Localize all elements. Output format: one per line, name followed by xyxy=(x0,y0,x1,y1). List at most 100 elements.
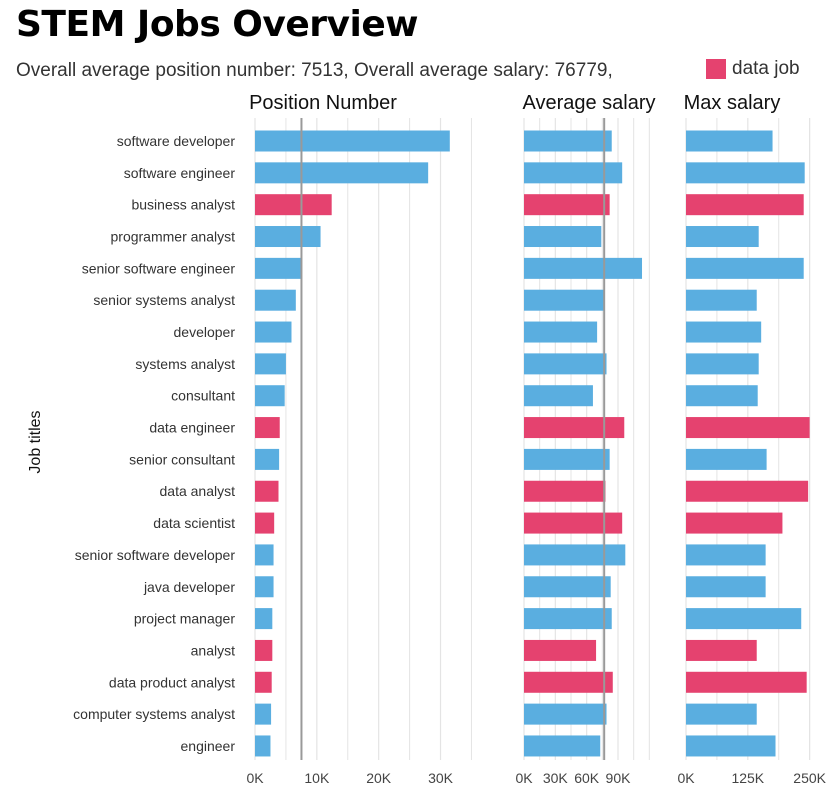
bar-position-number-consultant xyxy=(255,385,285,407)
bar-max-salary-project-manager xyxy=(686,608,802,630)
category-label-analyst: analyst xyxy=(191,642,235,658)
bar-position-number-engineer xyxy=(255,735,271,757)
tick-label-max-salary-1: 125K xyxy=(731,770,764,786)
category-label-data-product-analyst: data product analyst xyxy=(109,674,235,690)
bar-max-salary-java-developer xyxy=(686,576,766,598)
category-label-software-developer: software developer xyxy=(117,133,236,149)
bar-average-salary-analyst xyxy=(524,639,597,661)
bar-average-salary-software-developer xyxy=(524,130,612,152)
bar-position-number-senior-consultant xyxy=(255,448,280,470)
bar-position-number-senior-systems-analyst xyxy=(255,289,296,311)
tick-label-position-number-1: 10K xyxy=(304,770,330,786)
panel-title-position-number: Position Number xyxy=(249,92,397,114)
bar-position-number-software-engineer xyxy=(255,162,429,184)
bar-average-salary-senior-software-engineer xyxy=(524,257,643,279)
bar-position-number-senior-software-engineer xyxy=(255,257,301,279)
legend-label-data-job: data job xyxy=(732,58,800,79)
tick-label-position-number-2: 20K xyxy=(366,770,392,786)
y-axis-label: Job titles xyxy=(27,410,44,473)
category-label-java-developer: java developer xyxy=(143,579,235,595)
category-label-data-scientist: data scientist xyxy=(153,515,235,531)
tick-label-position-number-0: 0K xyxy=(246,770,264,786)
category-label-project-manager: project manager xyxy=(134,611,236,627)
bar-position-number-programmer-analyst xyxy=(255,226,321,248)
bar-position-number-business-analyst xyxy=(255,194,332,216)
category-label-data-engineer: data engineer xyxy=(149,420,235,436)
bar-average-salary-developer xyxy=(524,321,598,343)
tick-label-average-salary-1: 30K xyxy=(543,770,569,786)
bar-average-salary-project-manager xyxy=(524,608,612,630)
bar-position-number-systems-analyst xyxy=(255,353,286,375)
tick-label-max-salary-2: 250K xyxy=(793,770,826,786)
bar-average-salary-data-product-analyst xyxy=(524,671,613,693)
panel-title-average-salary: Average salary xyxy=(522,92,655,114)
bar-average-salary-systems-analyst xyxy=(524,353,607,375)
bar-max-salary-programmer-analyst xyxy=(686,226,759,248)
tick-label-average-salary-2: 60K xyxy=(574,770,600,786)
bar-max-salary-developer xyxy=(686,321,762,343)
category-label-systems-analyst: systems analyst xyxy=(135,356,235,372)
category-label-senior-consultant: senior consultant xyxy=(129,451,235,467)
bar-position-number-analyst xyxy=(255,639,273,661)
bar-max-salary-software-developer xyxy=(686,130,773,152)
category-label-developer: developer xyxy=(174,324,236,340)
legend: data job xyxy=(706,58,800,80)
chart-subtitle: Overall average position number: 7513, O… xyxy=(16,60,613,81)
bar-max-salary-data-engineer xyxy=(686,417,810,439)
bar-average-salary-computer-systems-analyst xyxy=(524,703,607,725)
bar-max-salary-analyst xyxy=(686,639,757,661)
legend-swatch-data-job xyxy=(706,59,726,79)
chart-title: STEM Jobs Overview xyxy=(16,4,419,45)
bar-max-salary-computer-systems-analyst xyxy=(686,703,757,725)
bar-max-salary-data-product-analyst xyxy=(686,671,807,693)
category-label-senior-systems-analyst: senior systems analyst xyxy=(93,292,235,308)
tick-label-average-salary-0: 0K xyxy=(515,770,533,786)
bar-position-number-developer xyxy=(255,321,292,343)
bar-position-number-data-engineer xyxy=(255,417,280,439)
bar-max-salary-software-engineer xyxy=(686,162,805,184)
tick-label-average-salary-3: 90K xyxy=(606,770,632,786)
bar-max-salary-senior-consultant xyxy=(686,448,767,470)
bar-max-salary-consultant xyxy=(686,385,758,407)
bar-average-salary-senior-systems-analyst xyxy=(524,289,605,311)
bar-position-number-software-developer xyxy=(255,130,450,152)
panel-title-max-salary: Max salary xyxy=(684,92,781,114)
category-label-consultant: consultant xyxy=(171,388,235,404)
category-label-software-engineer: software engineer xyxy=(124,165,236,181)
bar-position-number-data-scientist xyxy=(255,512,275,534)
bar-max-salary-senior-systems-analyst xyxy=(686,289,757,311)
bar-average-salary-software-engineer xyxy=(524,162,623,184)
bar-average-salary-business-analyst xyxy=(524,194,610,216)
bar-average-salary-engineer xyxy=(524,735,601,757)
bar-position-number-senior-software-developer xyxy=(255,544,274,566)
bar-average-salary-senior-software-developer xyxy=(524,544,626,566)
bar-average-salary-senior-consultant xyxy=(524,448,610,470)
bar-average-salary-programmer-analyst xyxy=(524,226,602,248)
bar-position-number-java-developer xyxy=(255,576,274,598)
bar-average-salary-java-developer xyxy=(524,576,611,598)
tick-label-max-salary-0: 0K xyxy=(677,770,695,786)
category-label-engineer: engineer xyxy=(181,738,236,754)
bar-position-number-data-product-analyst xyxy=(255,671,272,693)
bar-average-salary-data-engineer xyxy=(524,417,625,439)
category-label-senior-software-developer: senior software developer xyxy=(75,547,236,563)
category-label-programmer-analyst: programmer analyst xyxy=(111,229,236,245)
bar-max-salary-engineer xyxy=(686,735,776,757)
bar-average-salary-data-scientist xyxy=(524,512,623,534)
bar-average-salary-consultant xyxy=(524,385,593,407)
bar-average-salary-data-analyst xyxy=(524,480,606,502)
bar-position-number-computer-systems-analyst xyxy=(255,703,272,725)
category-label-computer-systems-analyst: computer systems analyst xyxy=(73,706,235,722)
tick-label-position-number-3: 30K xyxy=(428,770,454,786)
category-label-business-analyst: business analyst xyxy=(131,197,235,213)
bar-max-salary-senior-software-developer xyxy=(686,544,766,566)
category-label-senior-software-engineer: senior software engineer xyxy=(82,260,236,276)
bar-max-salary-data-analyst xyxy=(686,480,809,502)
category-label-data-analyst: data analyst xyxy=(160,483,236,499)
bar-max-salary-systems-analyst xyxy=(686,353,759,375)
bar-max-salary-data-scientist xyxy=(686,512,783,534)
bar-position-number-data-analyst xyxy=(255,480,279,502)
bar-max-salary-business-analyst xyxy=(686,194,804,216)
bar-position-number-project-manager xyxy=(255,608,273,630)
